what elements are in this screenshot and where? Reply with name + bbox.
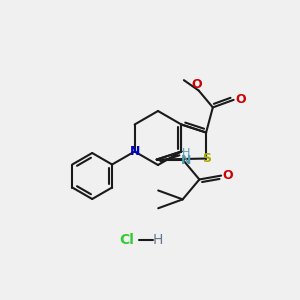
Text: H: H [153,233,163,247]
Text: O: O [223,169,233,182]
Text: Cl: Cl [120,233,134,247]
Text: O: O [235,93,246,106]
Text: N: N [129,145,140,158]
Text: N: N [181,154,191,167]
Text: H: H [182,148,190,158]
Text: O: O [191,78,202,91]
Text: S: S [202,152,211,165]
